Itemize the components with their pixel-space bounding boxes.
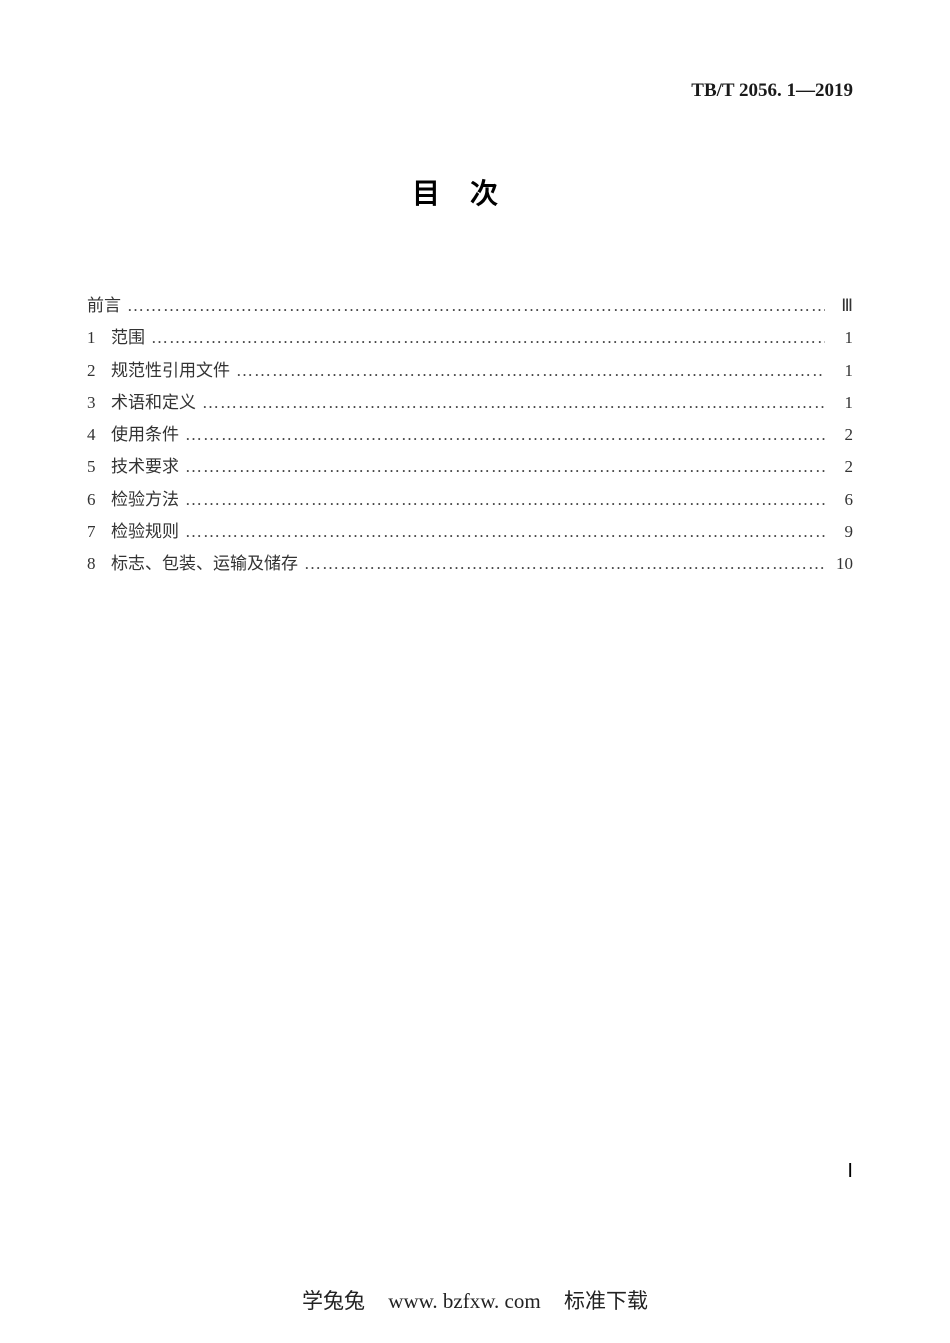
footer-url: www. bzfxw. com [388, 1289, 540, 1313]
toc-row: 2规范性引用文件 1 [87, 355, 853, 387]
toc-row: 7检验规则 9 [87, 516, 853, 548]
toc-page: 1 [831, 355, 853, 387]
toc-page: 1 [831, 322, 853, 354]
toc-number: 6 [87, 484, 111, 516]
toc-number: 2 [87, 355, 111, 387]
toc-page: 2 [831, 451, 853, 483]
toc-page: Ⅲ [831, 290, 853, 322]
document-page: TB/T 2056. 1—2019 目次 前言Ⅲ1范围12规范性引用文件13术语… [0, 0, 950, 1343]
toc-row: 8标志、包装、运输及储存 10 [87, 548, 853, 580]
toc-leader-dots [185, 419, 825, 451]
toc-page: 6 [831, 484, 853, 516]
toc-row: 前言 Ⅲ [87, 290, 853, 322]
toc-label: 范围 [111, 322, 145, 354]
toc-label: 检验规则 [111, 516, 179, 548]
toc-label: 术语和定义 [111, 387, 196, 419]
toc-label: 前言 [87, 290, 121, 322]
toc-label: 标志、包装、运输及储存 [111, 548, 298, 580]
document-code: TB/T 2056. 1—2019 [87, 80, 853, 102]
toc-number: 4 [87, 419, 111, 451]
page-number: Ⅰ [847, 1160, 853, 1183]
toc-leader-dots [185, 484, 825, 516]
toc-row: 6检验方法6 [87, 484, 853, 516]
page-title: 目次 [87, 172, 853, 212]
toc-row: 5技术要求 2 [87, 451, 853, 483]
toc-leader-dots [151, 322, 825, 354]
table-of-contents: 前言Ⅲ1范围12规范性引用文件13术语和定义14使用条件25技术要求26检验方法… [87, 290, 853, 581]
toc-number: 5 [87, 451, 111, 483]
toc-leader-dots [236, 355, 825, 387]
toc-leader-dots [185, 516, 825, 548]
toc-page: 2 [831, 419, 853, 451]
toc-row: 1范围1 [87, 322, 853, 354]
toc-label: 检验方法 [111, 484, 179, 516]
toc-leader-dots [185, 451, 825, 483]
toc-page: 1 [831, 387, 853, 419]
footer-tag: 标准下载 [564, 1289, 648, 1313]
toc-number: 8 [87, 548, 111, 580]
toc-leader-dots [304, 548, 825, 580]
toc-label: 规范性引用文件 [111, 355, 230, 387]
toc-leader-dots [202, 387, 825, 419]
toc-number: 3 [87, 387, 111, 419]
toc-leader-dots [127, 290, 825, 322]
footer: 学兔兔 www. bzfxw. com 标准下载 [0, 1285, 950, 1315]
toc-number: 7 [87, 516, 111, 548]
toc-label: 技术要求 [111, 451, 179, 483]
toc-page: 10 [831, 548, 853, 580]
toc-number: 1 [87, 322, 111, 354]
toc-page: 9 [831, 516, 853, 548]
footer-site: 学兔兔 [302, 1289, 365, 1313]
toc-row: 3术语和定义 1 [87, 387, 853, 419]
toc-label: 使用条件 [111, 419, 179, 451]
toc-row: 4使用条件 2 [87, 419, 853, 451]
